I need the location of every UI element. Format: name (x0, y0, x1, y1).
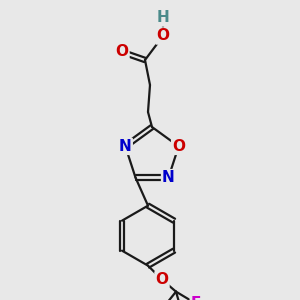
Text: O: O (157, 28, 169, 44)
Text: N: N (162, 170, 175, 185)
Text: N: N (119, 139, 132, 154)
Text: O: O (116, 44, 128, 59)
Text: F: F (191, 296, 201, 300)
Text: H: H (157, 11, 169, 26)
Text: O: O (155, 272, 169, 287)
Text: O: O (172, 139, 185, 154)
